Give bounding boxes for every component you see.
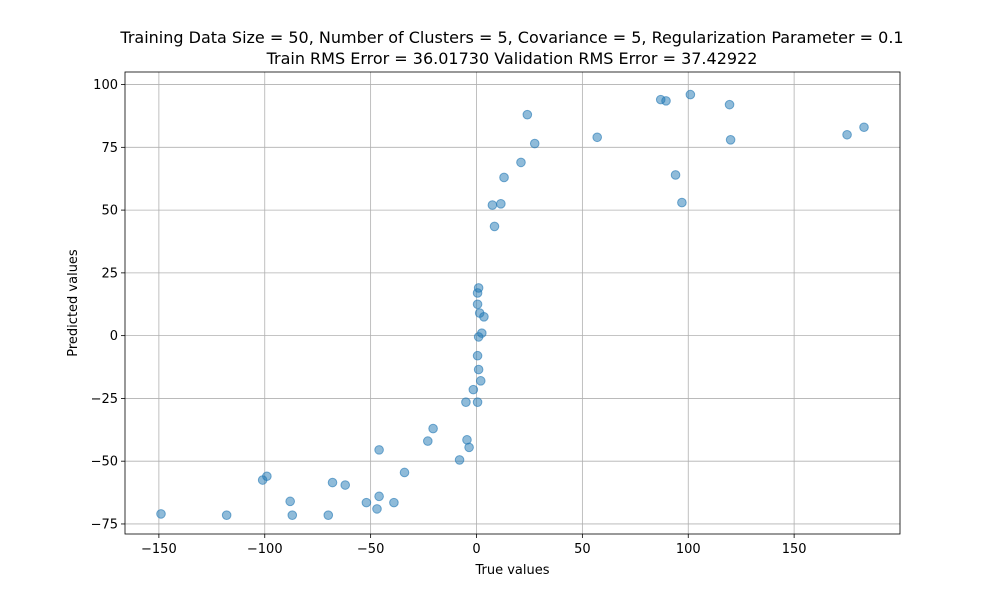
data-point xyxy=(472,350,483,361)
data-point xyxy=(476,328,487,338)
data-point xyxy=(468,384,479,395)
data-point xyxy=(472,397,483,407)
data-point xyxy=(473,364,484,375)
y-axis-ticks: −75 −50 −25 0 25 50 75 100 xyxy=(91,78,125,532)
y-tick-label: 100 xyxy=(93,78,118,93)
data-point xyxy=(499,172,509,183)
plot-frame xyxy=(124,71,901,535)
x-axis-ticks: −150 −100 −50 0 50 100 150 xyxy=(141,534,807,557)
x-tick-label: 0 xyxy=(472,542,480,557)
x-tick-label: 150 xyxy=(782,542,807,557)
data-point xyxy=(592,132,602,143)
data-point xyxy=(529,138,540,149)
data-point xyxy=(473,283,484,293)
y-tick-label: −75 xyxy=(91,517,118,532)
data-point xyxy=(323,510,334,520)
data-point xyxy=(156,509,166,519)
y-tick-label: 0 xyxy=(110,329,118,344)
data-point xyxy=(361,497,372,508)
data-point xyxy=(374,491,384,502)
data-point xyxy=(670,170,681,180)
data-point xyxy=(287,510,298,520)
x-tick-label: −100 xyxy=(247,542,283,557)
data-point xyxy=(464,442,474,453)
data-point xyxy=(475,376,486,386)
data-point xyxy=(487,200,498,210)
data-point xyxy=(454,455,465,465)
data-point xyxy=(472,299,483,310)
data-point xyxy=(372,504,382,514)
x-tick-label: −50 xyxy=(357,542,384,557)
x-tick-label: −150 xyxy=(141,542,177,557)
data-point xyxy=(661,96,671,106)
data-point xyxy=(479,312,489,322)
chart-title-line-2: Train RMS Error = 36.01730 Validation RM… xyxy=(266,49,758,68)
data-point xyxy=(859,122,869,133)
y-tick-label: 50 xyxy=(101,204,118,219)
y-tick-label: −50 xyxy=(91,455,118,470)
data-point xyxy=(516,157,526,168)
data-point xyxy=(399,467,410,478)
data-point xyxy=(340,480,351,490)
x-tick-label: 50 xyxy=(574,542,591,557)
data-point xyxy=(423,436,433,446)
data-point xyxy=(285,496,295,507)
x-axis-label: True values xyxy=(474,563,549,578)
data-point xyxy=(374,445,384,455)
scatter-points xyxy=(156,89,869,520)
y-axis-label: Predicted values xyxy=(66,249,81,357)
data-point xyxy=(677,197,687,208)
y-tick-label: 75 xyxy=(101,141,118,156)
data-point xyxy=(725,134,736,145)
data-point xyxy=(842,129,852,140)
chart-title-line-1: Training Data Size = 50, Number of Clust… xyxy=(119,28,903,47)
data-point xyxy=(389,497,399,508)
data-point xyxy=(489,221,500,232)
data-point xyxy=(221,510,232,520)
x-tick-label: 100 xyxy=(676,542,701,557)
y-tick-label: −25 xyxy=(91,392,118,407)
grid xyxy=(125,72,900,534)
data-point xyxy=(496,199,506,209)
y-tick-label: 25 xyxy=(101,266,118,281)
data-point xyxy=(262,471,272,482)
data-point xyxy=(724,99,735,110)
data-point xyxy=(685,89,696,100)
data-point xyxy=(522,109,533,120)
data-point xyxy=(461,397,471,407)
data-point xyxy=(327,477,338,488)
data-point xyxy=(428,423,438,434)
